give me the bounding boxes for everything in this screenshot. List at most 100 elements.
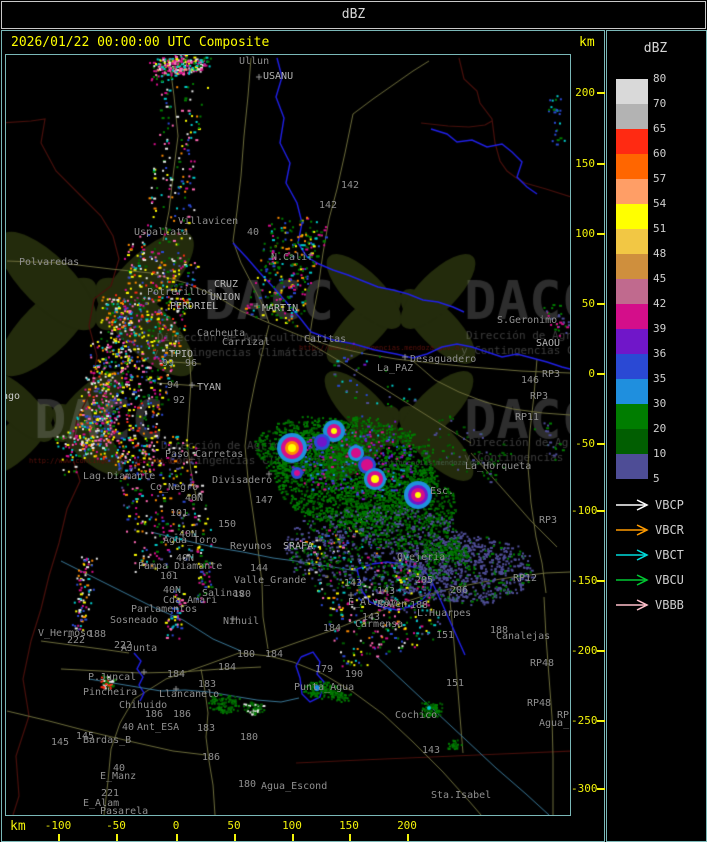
map-place-label: 206 [450, 585, 469, 596]
legend-color-block [616, 454, 648, 479]
radar-map-area[interactable]: Ullun USANU 142 142 40 Villavicen Uspallata N.C… [5, 54, 571, 816]
map-place-label: 147 [255, 495, 274, 506]
vector-label: VBCR [655, 523, 684, 537]
map-place-label: Bardas_B [83, 735, 132, 746]
map-place-label: 151 [436, 630, 455, 641]
x-axis-tick-label: -100 [44, 819, 72, 832]
map-place-label: 96 [185, 358, 198, 369]
map-place-label: TYAN [197, 382, 222, 393]
vector-arrow-icon [616, 524, 649, 536]
legend-scale-value: 80 [653, 72, 667, 85]
x-axis-tick [234, 834, 236, 841]
x-axis-tick [116, 834, 118, 841]
map-place-label: 40 [113, 763, 126, 774]
map-place-label: 144 [250, 563, 269, 574]
y-axis-tick [597, 580, 605, 582]
y-axis-tick [597, 720, 605, 722]
legend-color-block [616, 79, 648, 104]
y-axis-tick [597, 788, 605, 790]
legend-scale-value: 30 [653, 397, 667, 410]
map-place-label: 143 [422, 745, 441, 756]
legend-scale-value: 57 [653, 172, 667, 185]
map-place-label: 40N [185, 493, 204, 504]
map-place-label: La_PAZ [377, 363, 414, 374]
vector-arrow-icon [616, 549, 649, 561]
y-axis-tick-label: -100 [571, 504, 598, 517]
legend-color-block [616, 104, 648, 129]
y-axis-tick [597, 443, 605, 445]
legend-scale-value: 35 [653, 372, 667, 385]
map-place-label: 180 [233, 589, 252, 600]
x-axis-tick [58, 834, 60, 841]
map-place-label: 190 [345, 669, 364, 680]
map-place-label: 101 [170, 508, 189, 519]
y-axis-tick-label: 0 [588, 367, 595, 380]
timestamp-text: 2026/01/22 00:00:00 UTC Composite [11, 35, 270, 50]
map-place-label: RP12 [513, 573, 538, 584]
map-place-label: 184 [167, 669, 186, 680]
legend-color-block [616, 154, 648, 179]
map-place-label: 145 [51, 737, 70, 748]
map-place-label: MARTIN [262, 303, 299, 314]
legend-scale-value: 51 [653, 222, 667, 235]
map-place-label: 222 [67, 635, 86, 646]
map-place-label: 40N [163, 585, 182, 596]
vector-label: VBCP [655, 498, 684, 512]
map-place-label: Agua_Escond [261, 781, 328, 792]
x-axis-tick [349, 834, 351, 841]
radar-canvas[interactable] [6, 55, 570, 815]
x-axis-tick [292, 834, 294, 841]
x-axis-tick-label: 200 [397, 819, 417, 832]
x-axis: km -100 -50 0 50 100 150 200 [5, 816, 571, 841]
map-place-label: N.Calif [271, 252, 314, 263]
map-place-label: 40 [247, 227, 260, 238]
map-place-label: Carmensa [355, 619, 404, 630]
map-place-label: 146 [521, 375, 540, 386]
map-place-label: Ullun [239, 56, 270, 67]
legend-scale-value: 42 [653, 297, 667, 310]
x-axis-tick-label: 150 [339, 819, 359, 832]
x-axis-tick [407, 834, 409, 841]
map-place-label: UNION [210, 292, 241, 303]
map-place-label: Esc. [430, 486, 455, 497]
map-place-label: Carrizal [222, 337, 271, 348]
map-place-label: Villavicen [178, 216, 239, 227]
y-axis-tick-label: -250 [571, 714, 598, 727]
y-axis-tick-label: 200 [575, 86, 595, 99]
map-place-label: Cochico [395, 710, 438, 721]
legend-color-block [616, 429, 648, 454]
map-place-label: Divisadero [212, 475, 273, 486]
map-place-label: Bowen [377, 599, 408, 610]
x-axis-tick-label: 100 [282, 819, 302, 832]
map-place-label: Ovejeria [397, 552, 446, 563]
legend-color-block [616, 329, 648, 354]
legend-scale-value: 45 [653, 272, 667, 285]
map-place-label: RP [557, 710, 570, 721]
map-place-label: Sta.Isabel [431, 790, 492, 801]
x-axis-unit: km [10, 819, 26, 834]
x-axis-tick [176, 834, 178, 841]
map-place-label: 142 [341, 180, 360, 191]
map-place-label: 184 [323, 623, 342, 634]
vector-label: VBCT [655, 548, 684, 562]
y-axis-tick [597, 233, 605, 235]
map-place-label: 92 [173, 395, 186, 406]
map-place-label: Paso_Carretas [165, 449, 244, 460]
map-place-label: 205 [415, 575, 434, 586]
y-axis-tick-label: -300 [571, 782, 598, 795]
map-place-label: 188 [88, 629, 107, 640]
map-place-label: TPIO [169, 349, 194, 360]
map-place-label: Llancanelo [159, 689, 220, 700]
map-place-label: 143 [344, 578, 363, 589]
map-place-label: Lag.Diamante [83, 471, 156, 482]
map-place-label: Pincheira [83, 687, 138, 698]
map-place-label: 180 [240, 732, 259, 743]
map-place-label: La_Horqueta [465, 461, 532, 472]
map-place-label: RP48 [530, 658, 555, 669]
map-place-label: Punta_Agua [294, 682, 355, 693]
map-place-label: E_Alvear [348, 597, 397, 608]
legend-scale-value: 65 [653, 122, 667, 135]
legend-scale-value: 36 [653, 347, 667, 360]
map-place-label: 186 [202, 752, 221, 763]
y-axis-tick-label: 50 [581, 297, 595, 310]
